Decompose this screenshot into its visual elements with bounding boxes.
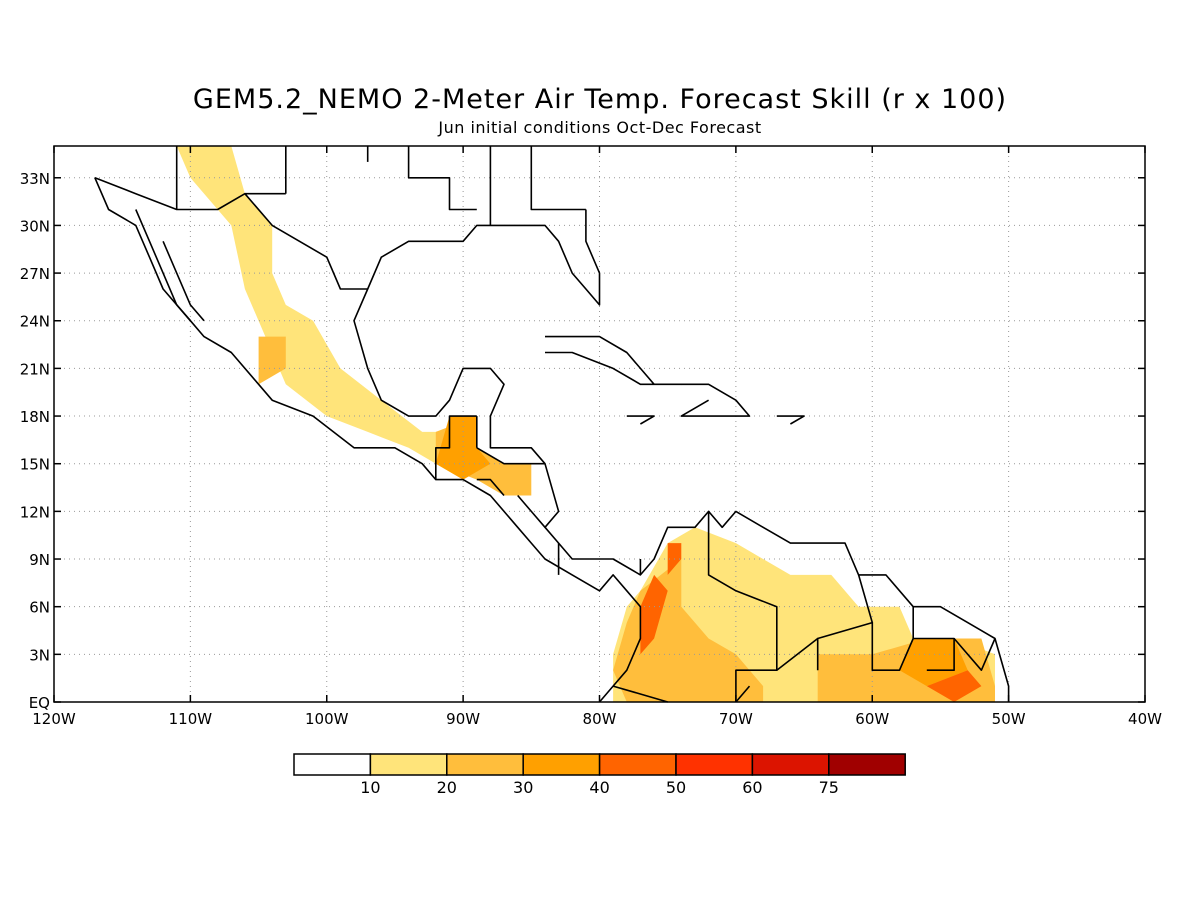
- lon-tick-label: 100W: [305, 710, 349, 728]
- lon-tick-label: 40W: [1128, 710, 1162, 728]
- country-border: [407, 146, 477, 211]
- colorbar-swatch: [675, 753, 754, 776]
- lat-tick-label: 18N: [20, 408, 50, 426]
- lat-tick-label: EQ: [29, 694, 50, 712]
- colorbar-label: 40: [589, 778, 609, 797]
- coastline: [353, 209, 1010, 702]
- country-border: [476, 478, 505, 497]
- country-border: [434, 415, 477, 480]
- grid-lines: [54, 146, 1145, 702]
- colorbar-swatch: [369, 753, 448, 776]
- country-border: [735, 685, 751, 703]
- colorbar-label: 10: [360, 778, 380, 797]
- lat-tick-label: 9N: [29, 551, 50, 569]
- country-border: [953, 637, 996, 672]
- skill-region: [176, 146, 491, 480]
- lon-tick-label: 120W: [32, 710, 76, 728]
- lon-tick-label: 110W: [169, 710, 213, 728]
- lat-tick-label: 30N: [20, 217, 50, 235]
- colorbar-swatch: [522, 753, 601, 776]
- colorbar-swatch: [293, 753, 372, 776]
- lon-tick-label: 60W: [855, 710, 889, 728]
- coastline: [776, 415, 805, 425]
- colorbar: 10 20 30 40 50 60 75: [293, 753, 906, 797]
- political-borders-layer: [94, 146, 996, 703]
- colorbar-swatch: [828, 753, 906, 776]
- colorbar-label: 50: [666, 778, 686, 797]
- coastline: [94, 177, 642, 703]
- country-border: [476, 447, 545, 465]
- lat-tick-label: 15N: [20, 456, 50, 474]
- lat-tick-label: 24N: [20, 313, 50, 331]
- colorbar-label: 60: [742, 778, 762, 797]
- colorbar-label: 75: [819, 778, 839, 797]
- coastline: [680, 383, 751, 417]
- country-border: [871, 606, 915, 672]
- colorbar-swatch: [446, 753, 524, 776]
- country-border: [913, 637, 955, 672]
- country-border: [530, 146, 586, 211]
- coastline: [626, 415, 655, 425]
- skill-region: [926, 670, 982, 702]
- coastline: [545, 335, 683, 386]
- map-title: GEM5.2_NEMO 2-Meter Air Temp. Forecast S…: [192, 84, 1008, 115]
- country-border: [612, 685, 668, 703]
- lon-tick-label: 50W: [992, 710, 1026, 728]
- skill-region: [258, 336, 286, 385]
- lat-tick-label: 12N: [20, 503, 50, 521]
- country-border: [517, 494, 546, 528]
- map-frame: [53, 145, 1146, 703]
- skill-region: [640, 574, 668, 655]
- colorbar-label: 20: [437, 778, 457, 797]
- country-border: [707, 511, 778, 702]
- lon-tick-label: 80W: [583, 710, 617, 728]
- colorbar-swatch: [751, 753, 830, 776]
- coastline: [135, 209, 192, 322]
- map-subtitle: Jun initial conditions Oct-Dec Forecast: [438, 118, 762, 137]
- lat-tick-label: 27N: [20, 265, 50, 283]
- lon-tick-label: 70W: [719, 710, 753, 728]
- lon-tick-label: 90W: [446, 710, 480, 728]
- axis-ticks: 120W 110W 100W 90W 80W 70W 60W 50W 40W EQ 3N 6N 9N 12…: [20, 146, 1162, 728]
- coastline: [162, 240, 205, 322]
- lat-tick-label: 3N: [29, 646, 50, 664]
- country-border: [94, 177, 368, 290]
- colorbar-label: 30: [513, 778, 533, 797]
- colorbar-swatch: [598, 753, 677, 776]
- lat-tick-label: 6N: [29, 599, 50, 617]
- skill-region: [899, 638, 968, 687]
- lat-tick-label: 21N: [20, 360, 50, 378]
- lat-tick-label: 33N: [20, 170, 50, 188]
